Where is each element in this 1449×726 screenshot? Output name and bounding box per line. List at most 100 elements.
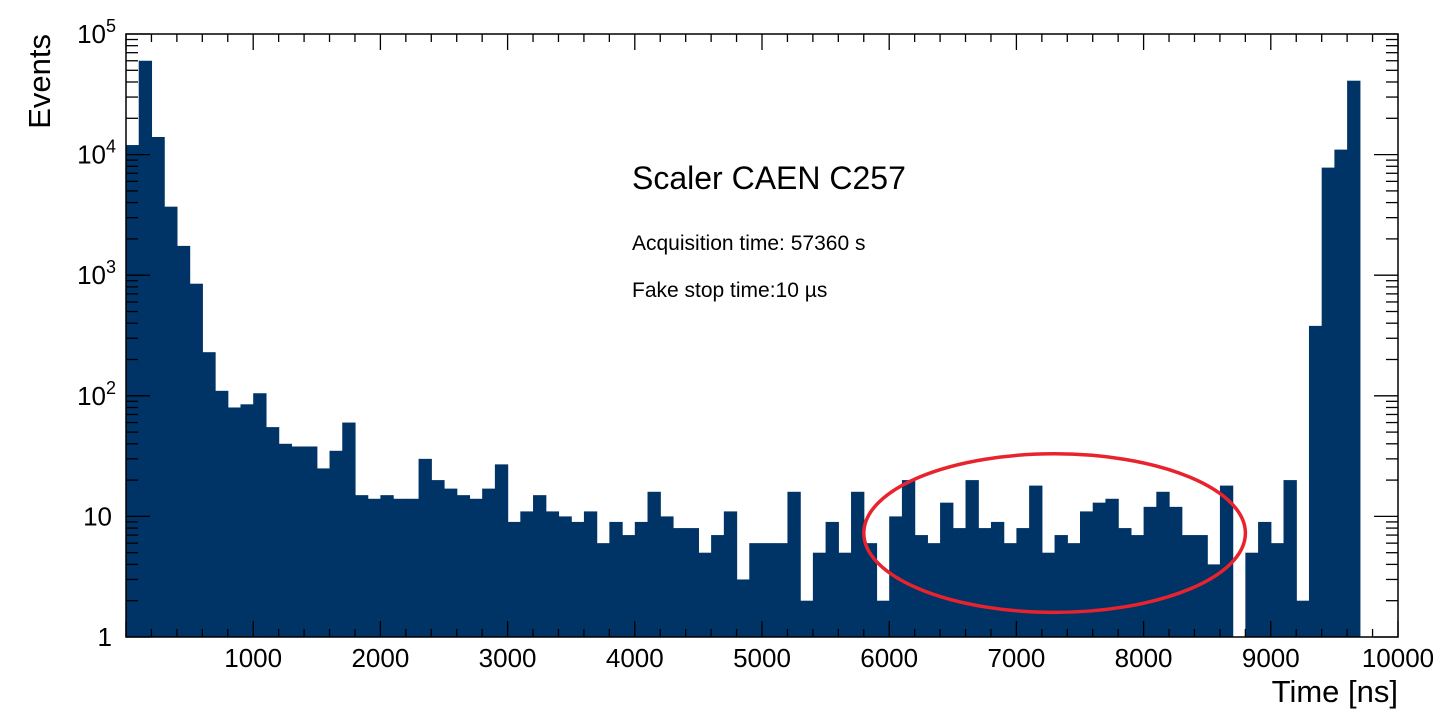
histogram-bar: [1130, 535, 1145, 637]
histogram-bar: [1080, 511, 1094, 637]
histogram-bar: [1016, 528, 1030, 637]
histogram-bar: [1029, 485, 1043, 637]
x-tick-label: 7000: [987, 643, 1045, 673]
histogram-bar: [952, 528, 967, 637]
highlight-ellipse: [862, 452, 1248, 615]
histogram-bar: [1041, 552, 1056, 637]
histogram-bar: [723, 511, 738, 637]
histogram-bar: [164, 206, 178, 638]
histogram-bar: [126, 145, 140, 638]
histogram-bar: [1181, 535, 1196, 637]
histogram-bar: [176, 245, 191, 637]
y-tick-label: 105: [77, 16, 116, 49]
histogram-bar: [660, 516, 674, 637]
acquisition-time-note: Acquisition time: 57360 s: [632, 232, 865, 255]
histogram-bar: [914, 535, 928, 637]
histogram-bar: [316, 468, 331, 637]
histogram-bar: [189, 283, 203, 637]
histogram-bar: [380, 495, 394, 637]
y-tick-label: 1: [98, 622, 112, 652]
x-tick-label: 5000: [733, 643, 791, 673]
histogram-bar: [1283, 480, 1297, 637]
x-tick-label: 6000: [860, 643, 918, 673]
histogram-bar: [240, 404, 254, 637]
histogram-bar: [265, 427, 280, 637]
histogram-bar: [418, 458, 432, 637]
histogram-bar: [494, 464, 509, 637]
histogram-bar: [405, 498, 420, 637]
histogram-bar: [329, 450, 343, 637]
histogram-bar: [965, 480, 979, 637]
histogram-bar: [596, 543, 610, 637]
histogram-bar: [215, 390, 229, 637]
histogram-bar: [978, 528, 992, 637]
histogram-bar: [876, 600, 890, 637]
histogram-bar: [1245, 552, 1259, 637]
histogram-bar: [863, 543, 878, 637]
x-tick-label: 9000: [1242, 643, 1300, 673]
histogram-bar: [927, 543, 941, 637]
histogram-bar: [990, 521, 1005, 637]
y-tick-label: 102: [77, 378, 116, 411]
histogram-bar: [202, 352, 216, 637]
x-axis-title: Time [ns]: [1272, 674, 1398, 709]
histogram-bar: [736, 579, 750, 637]
histogram-bar: [253, 393, 267, 637]
histogram-bar: [901, 480, 916, 637]
histogram-bar: [609, 521, 623, 637]
y-tick-label: 10: [83, 501, 112, 531]
histogram-bar: [1092, 502, 1107, 637]
histogram-bar: [672, 528, 687, 637]
y-axis-title: Events: [22, 34, 57, 129]
histogram-bar: [558, 516, 572, 637]
x-tick-label: 2000: [351, 643, 409, 673]
histogram-bar: [1334, 149, 1348, 638]
x-axis-tick-labels: 1000 2000 3000 4000 5000 6000 7000 8000 9000 1000…: [224, 643, 1434, 673]
histogram-bar: [444, 488, 458, 637]
histogram-bar: [1347, 80, 1361, 637]
x-tick-label: 4000: [606, 643, 664, 673]
histogram-bar: [431, 480, 445, 637]
y-axis-tick-labels: 1 10 102 103 104 105: [77, 16, 116, 652]
x-tick-label: 1000: [224, 643, 282, 673]
histogram-bar: [469, 498, 483, 637]
histogram-bar: [354, 495, 369, 637]
histogram-bar: [647, 491, 661, 637]
histogram-bar: [622, 535, 636, 637]
x-axis-ticks: [125, 34, 1399, 637]
histogram-bar: [1207, 564, 1221, 637]
histogram-bar: [291, 446, 305, 637]
histogram-bar: [838, 552, 852, 637]
histogram-bar: [698, 552, 712, 637]
histogram-bar: [1054, 535, 1068, 637]
chart-title: Scaler CAEN C257: [632, 160, 906, 196]
histogram-bar: [825, 521, 839, 637]
x-tick-label: 10000: [1362, 643, 1434, 673]
histogram-bar: [456, 495, 471, 637]
histogram-bar: [1105, 498, 1119, 637]
histogram-bar: [393, 498, 407, 637]
histogram-bar: [1169, 506, 1183, 637]
histogram-bar: [1067, 543, 1081, 637]
histogram-bar: [583, 511, 598, 637]
y-axis-ticks: [126, 33, 1398, 638]
histogram-bar: [1118, 528, 1132, 637]
histogram-bar: [1194, 535, 1208, 637]
histogram-bar: [812, 552, 827, 637]
x-tick-label: 3000: [479, 643, 537, 673]
histogram-bar: [138, 60, 153, 637]
histogram-bar: [1308, 325, 1323, 637]
histogram-bar: [634, 521, 649, 637]
histogram-bar: [762, 543, 776, 637]
histogram-bar: [1258, 521, 1272, 637]
histogram-bar: [685, 528, 699, 637]
histogram-bar: [482, 488, 496, 637]
histogram-bar: [304, 446, 318, 637]
histogram-bar: [278, 443, 292, 637]
histogram-bar: [545, 511, 560, 637]
histogram-bar: [1003, 543, 1017, 637]
histogram-bar: [1296, 600, 1310, 637]
y-tick-label: 103: [77, 257, 116, 290]
histogram-bar: [787, 491, 801, 637]
